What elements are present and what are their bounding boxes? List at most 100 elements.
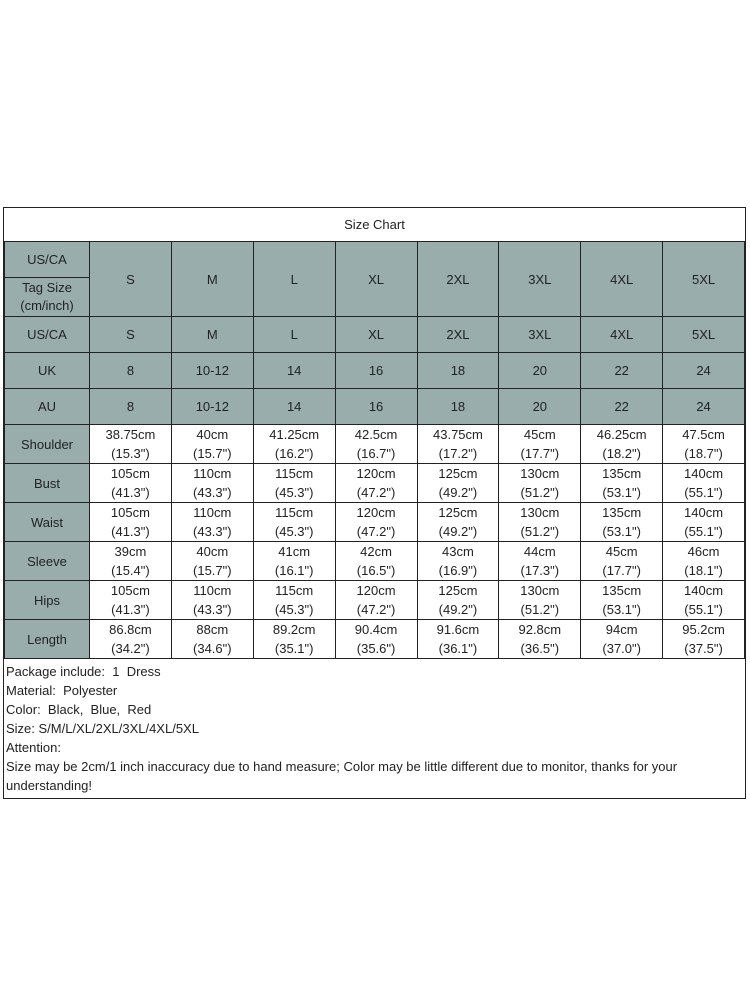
size-cell: 20 <box>498 352 582 389</box>
inch-value: (49.2") <box>438 485 478 500</box>
size-cell: 5XL <box>662 316 745 353</box>
size-cell: 2XL <box>416 316 500 353</box>
size-header: S <box>89 241 172 317</box>
note-line: Size: S/M/L/XL/2XL/3XL/4XL/5XL <box>6 721 199 736</box>
inch-value: (16.9") <box>438 563 478 578</box>
size-cell: 20 <box>498 388 582 425</box>
measurement-cell: 41.25cm (16.2") <box>252 424 336 464</box>
inch-value: (34.2") <box>111 641 150 656</box>
row-label: Hips <box>4 580 90 620</box>
measurement-cell: 120cm (47.2") <box>334 502 418 542</box>
measurement-cell: 130cm (51.2") <box>498 580 582 620</box>
inch-value: (16.2") <box>274 446 314 461</box>
size-cell: 16 <box>334 352 418 389</box>
size-cell: 22 <box>580 352 664 389</box>
inch-value: (35.1") <box>274 641 314 656</box>
measurement-cell: 135cm (53.1") <box>580 502 664 542</box>
measurement-row: Bust 105cm (41.3") 110cm (43.3") 115cm (45.3")… <box>4 463 745 503</box>
measurement-cell: 45cm (17.7") <box>498 424 582 464</box>
measurement-cell: 38.75cm (15.3") <box>89 424 172 464</box>
note-line: Size may be 2cm/1 inch inaccuracy due to… <box>6 759 681 793</box>
cm-value: 39cm <box>114 544 147 559</box>
measurement-cell: 125cm (49.2") <box>416 502 500 542</box>
cm-value: 125cm <box>438 583 478 598</box>
cm-value: 91.6cm <box>436 622 480 637</box>
size-cell: 18 <box>416 388 500 425</box>
inch-value: (55.1") <box>684 485 723 500</box>
conversion-row: US/CA S M L XL 2XL 3XL 4XL 5XL <box>4 316 745 353</box>
measurement-row: Hips 105cm (41.3") 110cm (43.3") 115cm (45.3")… <box>4 580 745 620</box>
cm-value: 43cm <box>442 544 474 559</box>
size-cell: 10-12 <box>170 388 254 425</box>
measurement-cell: 135cm (53.1") <box>580 580 664 620</box>
measurement-cell: 140cm (55.1") <box>662 502 745 542</box>
size-header: 4XL <box>580 241 664 317</box>
measurement-cell: 115cm (45.3") <box>252 463 336 503</box>
measurement-cell: 105cm (41.3") <box>89 502 172 542</box>
cm-value: 42cm <box>360 544 392 559</box>
row-label: Waist <box>4 502 90 542</box>
inch-value: (16.1") <box>274 563 314 578</box>
measurement-cell: 89.2cm (35.1") <box>252 619 336 659</box>
inch-value: (17.7") <box>602 563 641 578</box>
size-cell: 8 <box>89 388 172 425</box>
cm-value: 92.8cm <box>518 622 562 637</box>
inch-value: (47.2") <box>356 485 396 500</box>
title-row: Size Chart <box>4 208 745 242</box>
size-header: 3XL <box>498 241 582 317</box>
note-line: Package include: 1 Dress <box>6 664 161 679</box>
measurement-row: Sleeve 39cm (15.4") 40cm (15.7") 41cm (16.1") 4… <box>4 541 745 581</box>
measurement-row: Waist 105cm (41.3") 110cm (43.3") 115cm (45.3"… <box>4 502 745 542</box>
size-cell: 10-12 <box>170 352 254 389</box>
size-cell: 16 <box>334 388 418 425</box>
cm-value: 46.25cm <box>596 427 647 442</box>
cm-value: 46cm <box>687 544 720 559</box>
size-header: 5XL <box>662 241 745 317</box>
inch-value: (17.7") <box>520 446 560 461</box>
cm-value: 105cm <box>110 583 150 598</box>
cm-value: 115cm <box>275 466 314 481</box>
inch-value: (43.3") <box>193 524 232 539</box>
inch-value: (51.2") <box>520 485 560 500</box>
inch-value: (37.0") <box>602 641 641 656</box>
measurement-cell: 45cm (17.7") <box>580 541 664 581</box>
inch-value: (34.6") <box>193 641 232 656</box>
cm-value: 140cm <box>684 583 724 598</box>
measurement-cell: 140cm (55.1") <box>662 580 745 620</box>
measurement-cell: 46.25cm (18.2") <box>580 424 664 464</box>
measurement-cell: 46cm (18.1") <box>662 541 745 581</box>
cm-value: 86.8cm <box>109 622 152 637</box>
inch-value: (15.3") <box>111 446 150 461</box>
cm-value: 125cm <box>438 505 478 520</box>
measurement-cell: 88cm (34.6") <box>170 619 254 659</box>
cm-value: 41.25cm <box>269 427 320 442</box>
measurement-cell: 91.6cm (36.1") <box>416 619 500 659</box>
measurement-cell: 42cm (16.5") <box>334 541 418 581</box>
measurement-cell: 95.2cm (37.5") <box>662 619 745 659</box>
cm-value: 105cm <box>110 505 150 520</box>
cm-value: 140cm <box>684 505 724 520</box>
inch-value: (36.5") <box>520 641 560 656</box>
cm-value: 45cm <box>523 427 556 442</box>
note-line: Color: Black, Blue, Red <box>6 702 152 717</box>
inch-value: (36.1") <box>438 641 478 656</box>
size-cell: XL <box>334 316 418 353</box>
measurement-cell: 43cm (16.9") <box>416 541 500 581</box>
size-cell: 3XL <box>498 316 582 353</box>
measurement-cell: 135cm (53.1") <box>580 463 664 503</box>
inch-value: (41.3") <box>111 602 150 617</box>
measurement-cell: 47.5cm (18.7") <box>662 424 745 464</box>
measurement-cell: 105cm (41.3") <box>89 580 172 620</box>
note-line: Material: Polyester <box>6 683 118 698</box>
measurement-cell: 90.4cm (35.6") <box>334 619 418 659</box>
inch-value: (45.3") <box>274 524 314 539</box>
inch-value: (18.2") <box>602 446 641 461</box>
measurement-cell: 110cm (43.3") <box>170 580 254 620</box>
row-label: Shoulder <box>4 424 90 464</box>
row-label: Sleeve <box>4 541 90 581</box>
inch-value: (17.3") <box>520 563 560 578</box>
cm-value: 45cm <box>605 544 638 559</box>
measurement-cell: 92.8cm (36.5") <box>498 619 582 659</box>
cm-value: 120cm <box>356 466 396 481</box>
cm-value: 130cm <box>520 466 560 481</box>
